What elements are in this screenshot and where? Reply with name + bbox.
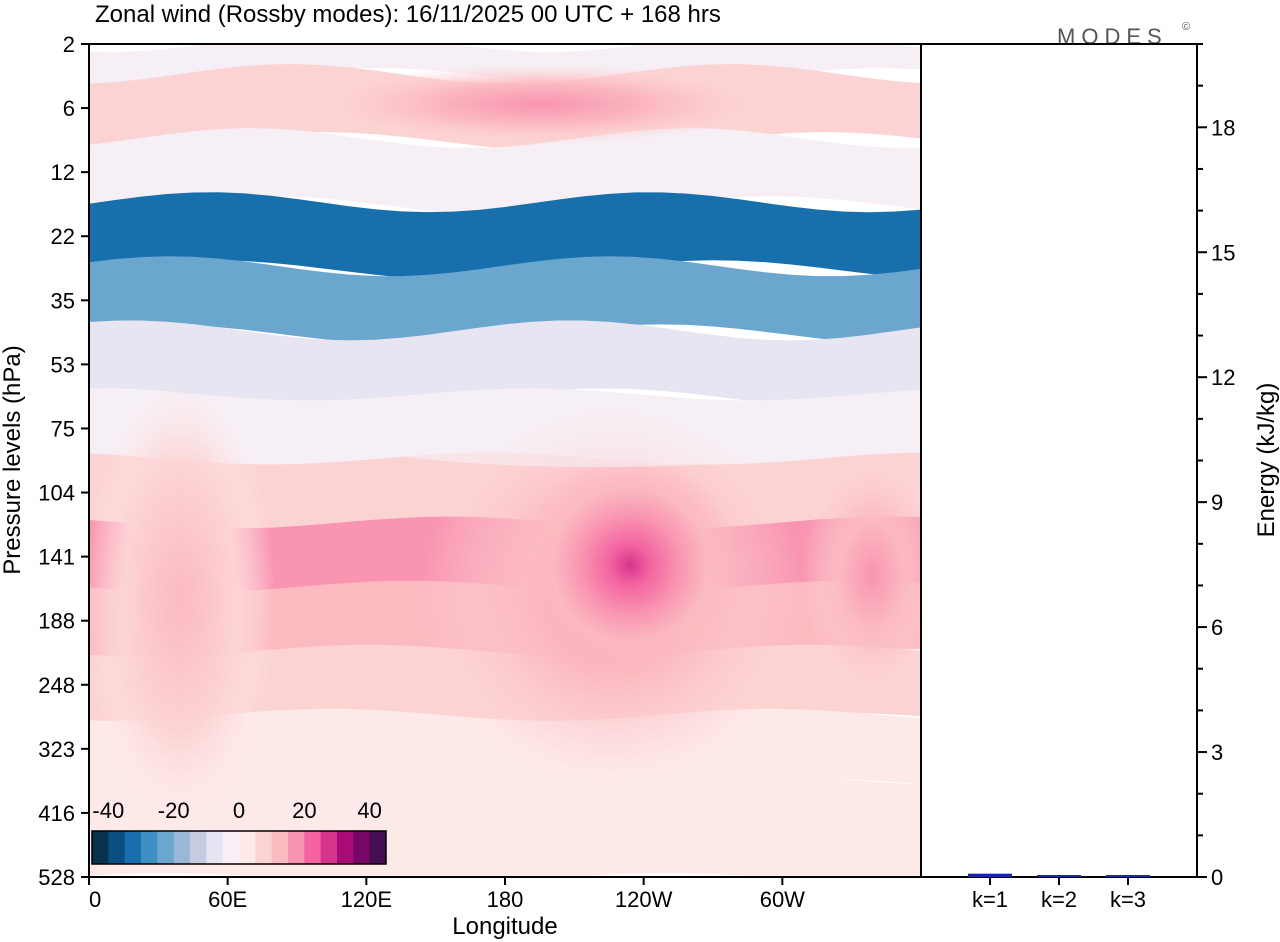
upper-feature	[310, 64, 770, 144]
logo-mark: ©	[1182, 21, 1190, 33]
x-tick-label: 120W	[615, 887, 673, 912]
x-tick-label: 60W	[760, 887, 805, 912]
y-tick-label: 53	[51, 352, 75, 377]
colorbar-swatch	[320, 831, 338, 864]
y-tick-label: 248	[38, 673, 75, 698]
energy-tick-label: 0	[1211, 865, 1223, 890]
colorbar-swatch	[92, 831, 109, 864]
modes-logo: MODES	[1057, 24, 1168, 49]
colorbar-swatch	[173, 831, 191, 864]
colorbar-label: 40	[357, 798, 381, 823]
y-tick-label: 75	[51, 416, 75, 441]
energy-bar-k=1	[968, 873, 1012, 877]
y-tick-label: 6	[63, 96, 75, 121]
colorbar-swatch	[141, 831, 158, 864]
field-band-22	[89, 192, 921, 281]
chart-title: Zonal wind (Rossby modes): 16/11/2025 00…	[95, 1, 721, 28]
mid-calm	[340, 407, 860, 467]
y-tick-label: 323	[38, 737, 75, 762]
colorbar-label: 20	[292, 798, 316, 823]
colorbar-swatch	[255, 831, 273, 864]
colorbar-swatch	[108, 831, 126, 864]
colorbar-label: 0	[233, 798, 245, 823]
x-tick-label: 0	[89, 887, 101, 912]
energy-category-label: k=1	[972, 887, 1008, 912]
energy-bar-k=3	[1106, 875, 1150, 877]
jet-feature-core	[520, 455, 740, 675]
colorbar-swatch	[369, 831, 387, 864]
energy-bar-k=2	[1037, 875, 1081, 877]
energy-category-label: k=3	[1110, 887, 1146, 912]
energy-axis-label: Energy (kJ/kg)	[1253, 383, 1280, 538]
colorbar-swatch	[353, 831, 371, 864]
y-tick-label: 12	[51, 160, 75, 185]
field-band-12	[89, 128, 921, 217]
longitude-axis: 0 60E 120E 180 120W 60W	[88, 877, 805, 912]
colorbar-swatch	[222, 831, 240, 864]
jet-feature-east	[802, 455, 921, 695]
y-tick-label: 22	[51, 224, 75, 249]
colorbar-label: -40	[92, 798, 124, 823]
x-tick-label: 180	[487, 887, 524, 912]
colorbar-swatch	[304, 831, 322, 864]
field-band-53	[89, 320, 921, 409]
y-tick-label: 35	[51, 288, 75, 313]
field-features	[89, 64, 921, 820]
energy-panel: 0 3 6 9 12 15 18 k=1 k=2 k=3	[968, 43, 1235, 912]
energy-tick-label: 18	[1211, 115, 1235, 140]
energy-tick-label: 12	[1211, 365, 1235, 390]
y-axis-label: Pressure levels (hPa)	[0, 345, 26, 574]
x-axis-label: Longitude	[452, 913, 557, 940]
colorbar-swatch	[288, 831, 305, 864]
energy-tick-label: 6	[1211, 615, 1223, 640]
field-panel	[89, 44, 921, 877]
energy-tick-label: 9	[1211, 490, 1223, 515]
y-tick-label: 416	[38, 801, 75, 826]
energy-tick-label: 3	[1211, 740, 1223, 765]
y-tick-label: 188	[38, 609, 75, 634]
colorbar-frame	[91, 830, 387, 865]
colorbar-swatch	[206, 831, 224, 864]
energy-category-label: k=2	[1041, 887, 1077, 912]
colorbar: -40 -20 0 20 40	[91, 798, 387, 865]
energy-tick-label: 15	[1211, 240, 1235, 265]
x-tick-label: 60E	[208, 887, 247, 912]
jet-feature-40E	[89, 380, 275, 820]
y-tick-label: 141	[38, 545, 75, 570]
colorbar-swatch	[157, 831, 175, 864]
y-tick-label: 528	[38, 865, 75, 890]
colorbar-swatch	[239, 831, 256, 864]
colorbar-swatch	[271, 831, 289, 864]
y-tick-label: 2	[63, 32, 75, 57]
field-band-35	[89, 256, 921, 345]
energy-frame	[920, 43, 1198, 878]
colorbar-label: -20	[158, 798, 190, 823]
colorbar-swatch	[124, 831, 142, 864]
pressure-axis: 2 6 12 22 35 53 75 104 141 188 248 323 416 528	[38, 32, 89, 890]
x-tick-label: 120E	[341, 887, 392, 912]
colorbar-swatch	[190, 831, 207, 864]
colorbar-swatch	[337, 831, 354, 864]
y-tick-label: 104	[38, 481, 75, 506]
